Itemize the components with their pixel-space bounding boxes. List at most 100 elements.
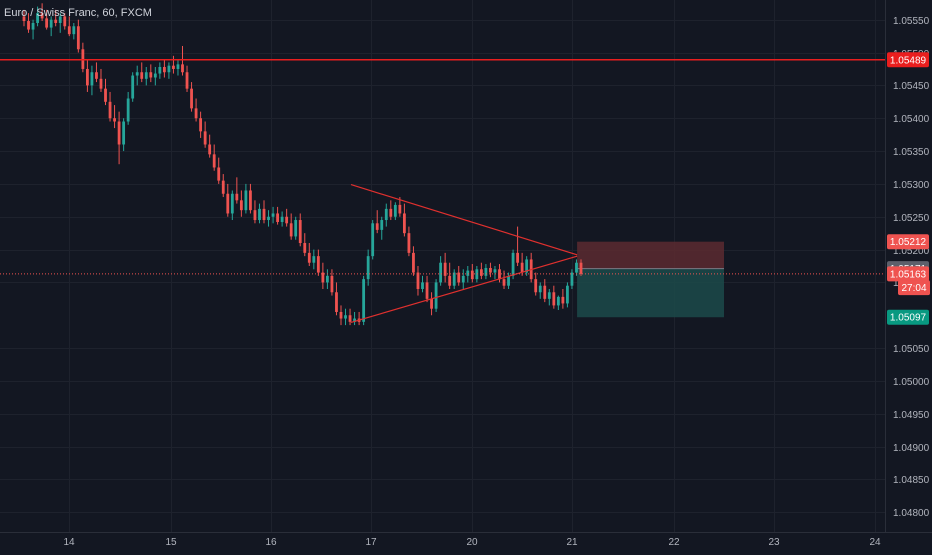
candle-body [203, 131, 207, 145]
candle-body [570, 272, 574, 286]
candle-body [113, 118, 116, 122]
candle-body [448, 275, 452, 286]
x-tick-label: 16 [265, 537, 277, 548]
candle-body [199, 118, 203, 132]
candle-body [58, 16, 62, 23]
x-tick-label: 22 [668, 537, 680, 548]
candle-body [36, 13, 39, 23]
candle-body [276, 213, 279, 222]
candle-body [235, 193, 239, 201]
candle-body [307, 252, 311, 263]
candle-body [226, 193, 230, 214]
candle-body [330, 275, 334, 293]
x-tick-label: 14 [63, 537, 75, 548]
candle-body [271, 213, 275, 217]
candle-body [244, 190, 248, 211]
candle-body [461, 275, 465, 283]
candle-body [479, 269, 483, 276]
x-tick-label: 20 [466, 537, 478, 548]
drawings [0, 59, 885, 324]
position-zones [577, 241, 724, 318]
candle-body [221, 180, 225, 194]
candle-body [516, 252, 520, 263]
candle-body [190, 88, 193, 109]
candle-body [45, 18, 49, 28]
candle-body [316, 256, 320, 273]
candle-body [525, 259, 529, 273]
candle-body [466, 270, 470, 276]
candle-body [185, 72, 189, 89]
candle-body [253, 210, 257, 221]
take-profit-zone [577, 268, 724, 318]
candle-body [348, 315, 352, 322]
candle-body [353, 318, 356, 322]
candle-body [280, 216, 284, 222]
candle-body [321, 272, 325, 283]
candle-body [63, 16, 67, 27]
candle-body [430, 298, 433, 309]
candle-body [421, 282, 424, 289]
candle-body [153, 73, 157, 78]
candle-body [135, 72, 139, 76]
candle-body [140, 72, 144, 79]
candle-body [85, 68, 89, 86]
candle-body [158, 66, 162, 74]
candle-body [493, 269, 497, 273]
candle-body [398, 204, 402, 214]
candle-body [547, 292, 551, 299]
candle-body [380, 220, 384, 230]
y-tick-label: 1.05450 [893, 81, 930, 92]
candle-body [298, 220, 302, 244]
candle-body [249, 190, 252, 211]
candle-body [412, 252, 415, 273]
price-tag-bg [887, 309, 929, 325]
y-tick-label: 1.04950 [893, 410, 930, 421]
candle-body [90, 72, 94, 86]
candle-body [162, 66, 166, 73]
triangle-support-line [350, 255, 578, 324]
candle-body [72, 26, 76, 35]
grid [0, 0, 885, 532]
y-tick-label: 1.05350 [893, 147, 930, 158]
candle-body [303, 243, 307, 253]
price-tag-label: 1.05212 [890, 237, 927, 248]
candle-body [40, 13, 44, 19]
candle-body [126, 98, 130, 122]
candle-body [31, 22, 35, 30]
candle-body [575, 262, 578, 273]
candle-body [439, 262, 443, 283]
candle-body [366, 256, 370, 280]
y-tick-label: 1.05550 [893, 16, 930, 27]
candle-body [104, 88, 107, 102]
y-tick-label: 1.05300 [893, 180, 930, 191]
x-tick-label: 21 [566, 537, 578, 548]
y-tick-label: 1.05000 [893, 377, 930, 388]
candle-body [131, 75, 135, 99]
candle-body [502, 279, 506, 286]
candle-body [402, 213, 406, 234]
candle-body [239, 200, 243, 211]
price-tag-bg [898, 280, 930, 296]
candle-body [95, 72, 98, 79]
candle-body [538, 285, 542, 293]
y-tick-label: 1.04850 [893, 475, 930, 486]
y-tick-label: 1.05050 [893, 344, 930, 355]
candles [22, 3, 583, 326]
candle-body [416, 272, 420, 289]
candle-body [339, 311, 343, 319]
candle-body [22, 16, 26, 22]
candle-body [425, 282, 429, 299]
candle-body [67, 26, 71, 35]
candle-body [393, 204, 397, 217]
x-tick-label: 24 [869, 537, 881, 548]
candle-body [122, 121, 126, 145]
stop-loss-zone [577, 241, 724, 269]
price-tag-bg [887, 234, 929, 250]
candle-body [498, 269, 501, 280]
x-tick-label: 23 [768, 537, 780, 548]
candle-body [108, 101, 112, 119]
